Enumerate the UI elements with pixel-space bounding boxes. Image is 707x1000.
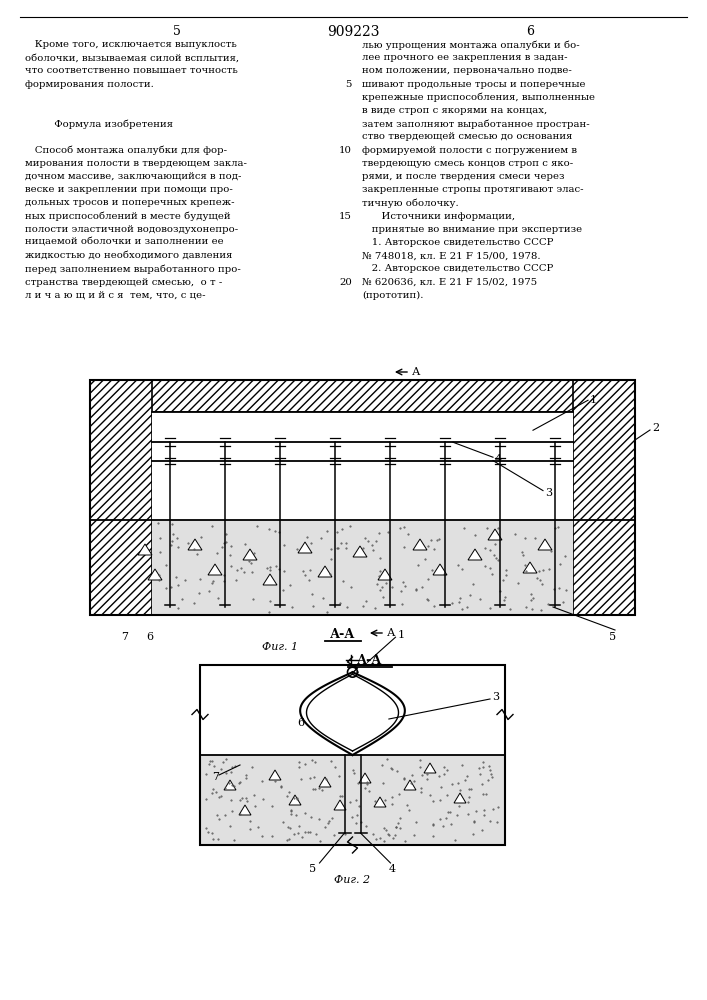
Text: 1: 1 [590, 395, 597, 405]
Text: странства твердеющей смесью,  о т -: странства твердеющей смесью, о т - [25, 278, 222, 287]
Bar [200, 665, 505, 845]
Text: в виде строп с якорями на концах,: в виде строп с якорями на концах, [362, 106, 547, 115]
Polygon shape [269, 770, 281, 780]
Text: дольных тросов и поперечных крепеж-: дольных тросов и поперечных крепеж- [25, 198, 235, 207]
Text: закрепленные стропы протягивают элас-: закрепленные стропы протягивают элас- [362, 185, 583, 194]
Polygon shape [424, 763, 436, 773]
Polygon shape [289, 795, 301, 805]
Text: 3: 3 [492, 692, 499, 702]
Text: Источники информации,: Источники информации, [362, 212, 515, 221]
Polygon shape [148, 569, 162, 580]
Text: № 620636, кл. Е 21 F 15/02, 1975: № 620636, кл. Е 21 F 15/02, 1975 [362, 278, 537, 287]
Polygon shape [454, 793, 466, 803]
Bar [152, 412, 573, 520]
Text: Кроме того, исключается выпуклость: Кроме того, исключается выпуклость [25, 40, 237, 49]
Polygon shape [413, 539, 427, 550]
Polygon shape [378, 569, 392, 580]
Text: Способ монтажа опалубки для фор-: Способ монтажа опалубки для фор- [25, 146, 227, 155]
Text: 5: 5 [609, 632, 617, 642]
Text: рями, и после твердения смеси через: рями, и после твердения смеси через [362, 172, 564, 181]
Polygon shape [353, 546, 367, 557]
Text: 6: 6 [298, 718, 305, 728]
Text: 6: 6 [146, 632, 153, 642]
Polygon shape [488, 529, 502, 540]
Text: твердеющую смесь концов строп с яко-: твердеющую смесь концов строп с яко- [362, 159, 573, 168]
Text: 15: 15 [339, 212, 352, 221]
Text: 5: 5 [173, 25, 181, 38]
Text: (прототип).: (прототип). [362, 291, 423, 300]
Bar [90, 380, 635, 615]
Text: полости эластичной водовоздухонепро-: полости эластичной водовоздухонепро- [25, 225, 238, 234]
Text: 1: 1 [397, 630, 404, 640]
Text: 909223: 909223 [327, 25, 379, 39]
Text: дочном массиве, заключающийся в под-: дочном массиве, заключающийся в под- [25, 172, 241, 181]
Text: принятые во внимание при экспертизе: принятые во внимание при экспертизе [362, 225, 582, 234]
Text: № 748018, кл. Е 21 F 15/00, 1978.: № 748018, кл. Е 21 F 15/00, 1978. [362, 251, 541, 260]
Text: 20: 20 [339, 278, 352, 287]
Text: веске и закреплении при помощи про-: веске и закреплении при помощи про- [25, 185, 233, 194]
Text: А: А [387, 628, 395, 638]
Polygon shape [239, 805, 251, 815]
Text: Фиг. 2: Фиг. 2 [334, 875, 370, 885]
Text: оболочки, вызываемая силой всплытия,: оболочки, вызываемая силой всплытия, [25, 53, 239, 62]
Text: 1. Авторское свидетельство СССР: 1. Авторское свидетельство СССР [362, 238, 554, 247]
Text: 10: 10 [339, 146, 352, 155]
Text: 2. Авторское свидетельство СССР: 2. Авторское свидетельство СССР [362, 264, 554, 273]
Bar [152, 520, 573, 615]
Polygon shape [298, 542, 312, 553]
Polygon shape [468, 549, 482, 560]
Bar [200, 665, 505, 755]
Bar [200, 755, 505, 845]
Text: 4: 4 [495, 454, 502, 464]
Text: шивают продольные тросы и поперечные: шивают продольные тросы и поперечные [362, 80, 585, 89]
Text: что соответственно повышает точность: что соответственно повышает точность [25, 66, 238, 75]
Polygon shape [404, 780, 416, 790]
Text: мирования полости в твердеющем закла-: мирования полости в твердеющем закла- [25, 159, 247, 168]
Text: А-А: А-А [329, 628, 355, 641]
Text: А-А: А-А [357, 654, 382, 667]
Text: 7: 7 [212, 772, 219, 782]
Text: жидкостью до необходимого давления: жидкостью до необходимого давления [25, 251, 233, 260]
Text: 2: 2 [652, 423, 659, 433]
Bar [573, 380, 635, 615]
Text: Фиг. 1: Фиг. 1 [262, 642, 298, 652]
Polygon shape [433, 564, 447, 575]
Polygon shape [318, 566, 332, 577]
Text: тичную оболочку.: тичную оболочку. [362, 198, 459, 208]
Polygon shape [208, 564, 222, 575]
Text: 5: 5 [310, 864, 317, 874]
Text: 5: 5 [346, 80, 352, 89]
Text: ницаемой оболочки и заполнении ее: ницаемой оболочки и заполнении ее [25, 238, 223, 247]
Text: 4: 4 [389, 864, 396, 874]
Text: лью упрощения монтажа опалубки и бо-: лью упрощения монтажа опалубки и бо- [362, 40, 580, 49]
Polygon shape [334, 800, 346, 810]
Polygon shape [319, 777, 331, 787]
Polygon shape [374, 797, 386, 807]
Text: Формула изобретения: Формула изобретения [25, 119, 173, 129]
Text: лее прочного ее закрепления в задан-: лее прочного ее закрепления в задан- [362, 53, 568, 62]
Text: А: А [412, 367, 421, 377]
Text: формирования полости.: формирования полости. [25, 80, 154, 89]
Bar [90, 380, 635, 412]
Polygon shape [523, 562, 537, 573]
Polygon shape [188, 539, 202, 550]
Polygon shape [224, 780, 236, 790]
Text: 7: 7 [122, 632, 129, 642]
Polygon shape [359, 773, 371, 783]
Text: затем заполняют выработанное простран-: затем заполняют выработанное простран- [362, 119, 590, 129]
Text: формируемой полости с погружением в: формируемой полости с погружением в [362, 146, 577, 155]
Polygon shape [138, 544, 152, 555]
Text: 6: 6 [526, 25, 534, 38]
Text: 3: 3 [545, 488, 552, 498]
Text: ных приспособлений в месте будущей: ных приспособлений в месте будущей [25, 212, 230, 221]
Text: ство твердеющей смесью до основания: ство твердеющей смесью до основания [362, 132, 573, 141]
Text: крепежные приспособления, выполненные: крепежные приспособления, выполненные [362, 93, 595, 102]
Text: ном положении, первоначально подве-: ном положении, первоначально подве- [362, 66, 572, 75]
Polygon shape [243, 549, 257, 560]
Text: л и ч а ю щ и й с я  тем, что, с це-: л и ч а ю щ и й с я тем, что, с це- [25, 291, 206, 300]
Text: перед заполнением выработанного про-: перед заполнением выработанного про- [25, 264, 241, 274]
Polygon shape [263, 574, 277, 585]
Bar [90, 380, 152, 615]
Polygon shape [538, 539, 552, 550]
